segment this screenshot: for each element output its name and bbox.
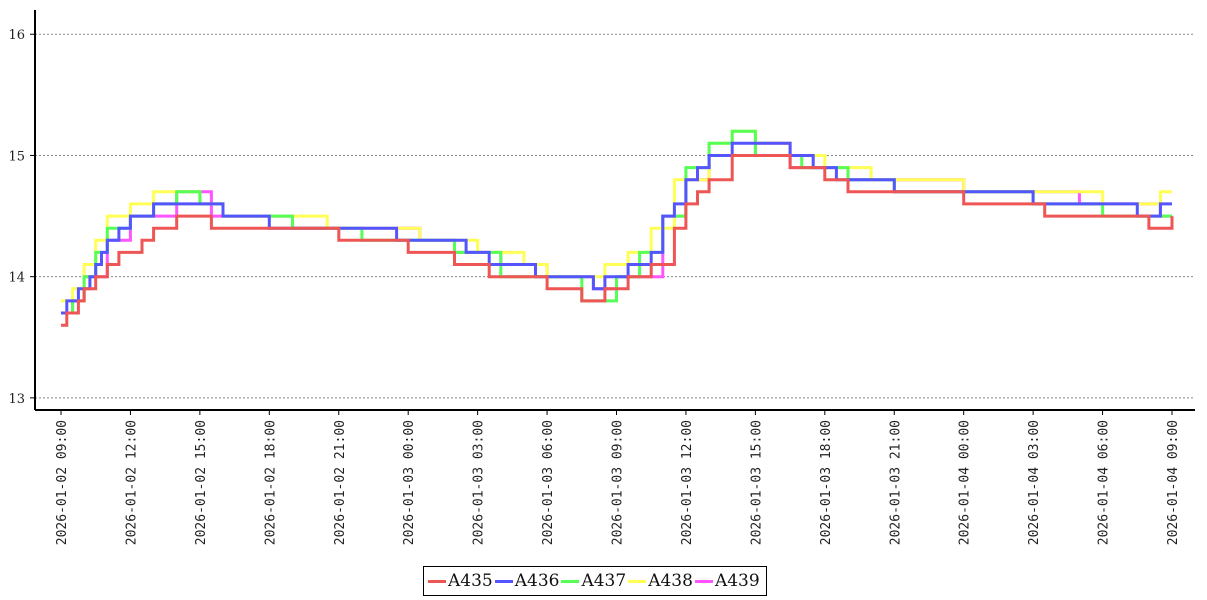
series-line-a438: [61, 129, 1172, 303]
legend-swatch: [561, 579, 580, 583]
y-axis: 13 14 15 16: [8, 10, 36, 410]
legend-item-a438: A438: [628, 571, 693, 591]
legend-swatch: [494, 579, 513, 583]
x-tick-label: 2026-01-03 12:00: [680, 420, 695, 545]
legend-swatch: [694, 579, 713, 583]
legend-label: A439: [714, 571, 760, 591]
x-tick-label: 2026-01-02 21:00: [333, 420, 348, 545]
x-tick-label: 2026-01-03 21:00: [888, 420, 903, 545]
x-tick-label: 2026-01-03 03:00: [472, 420, 487, 545]
legend: A435 A436 A437 A438 A439: [423, 566, 767, 596]
legend-item-a436: A436: [494, 571, 560, 591]
x-tick-label: 2026-01-02 18:00: [263, 420, 278, 545]
x-tick-label: 2026-01-03 18:00: [819, 420, 834, 545]
x-tick-label: 2026-01-03 00:00: [402, 420, 417, 545]
legend-label: A438: [648, 571, 693, 591]
x-tick-label: 2026-01-04 09:00: [1166, 420, 1181, 545]
x-tick-label: 2026-01-03 15:00: [749, 420, 764, 545]
plot-area: [61, 129, 1174, 327]
x-tick-label: 2026-01-03 06:00: [541, 420, 556, 545]
x-tick-label: 2026-01-03 09:00: [611, 420, 626, 545]
x-tick-label: 2026-01-02 09:00: [55, 420, 70, 545]
legend-label: A436: [514, 571, 560, 591]
x-tick-label: 2026-01-02 12:00: [124, 420, 139, 545]
series-line-a437: [61, 129, 1172, 315]
legend-item-a437: A437: [561, 571, 626, 591]
legend-swatch: [428, 579, 446, 583]
series-line-a435: [61, 154, 1174, 327]
y-tick-label: 14: [8, 271, 25, 286]
legend-label: A437: [581, 571, 627, 591]
y-tick-label: 15: [8, 149, 25, 164]
x-tick-label: 2026-01-02 15:00: [194, 420, 209, 545]
legend-item-a435: A435: [428, 571, 493, 591]
x-axis: 2026-01-02 09:00 2026-01-02 12:00 2026-01-…: [35, 409, 1195, 545]
y-tick-label: 16: [8, 28, 25, 43]
legend-swatch: [628, 579, 647, 583]
x-tick-label: 2026-01-04 03:00: [1027, 420, 1042, 545]
legend-item-a439: A439: [694, 571, 760, 591]
x-tick-label: 2026-01-04 06:00: [1097, 420, 1112, 545]
legend-label: A435: [448, 571, 493, 591]
x-tick-label: 2026-01-04 00:00: [958, 420, 973, 545]
y-tick-label: 13: [8, 392, 25, 407]
